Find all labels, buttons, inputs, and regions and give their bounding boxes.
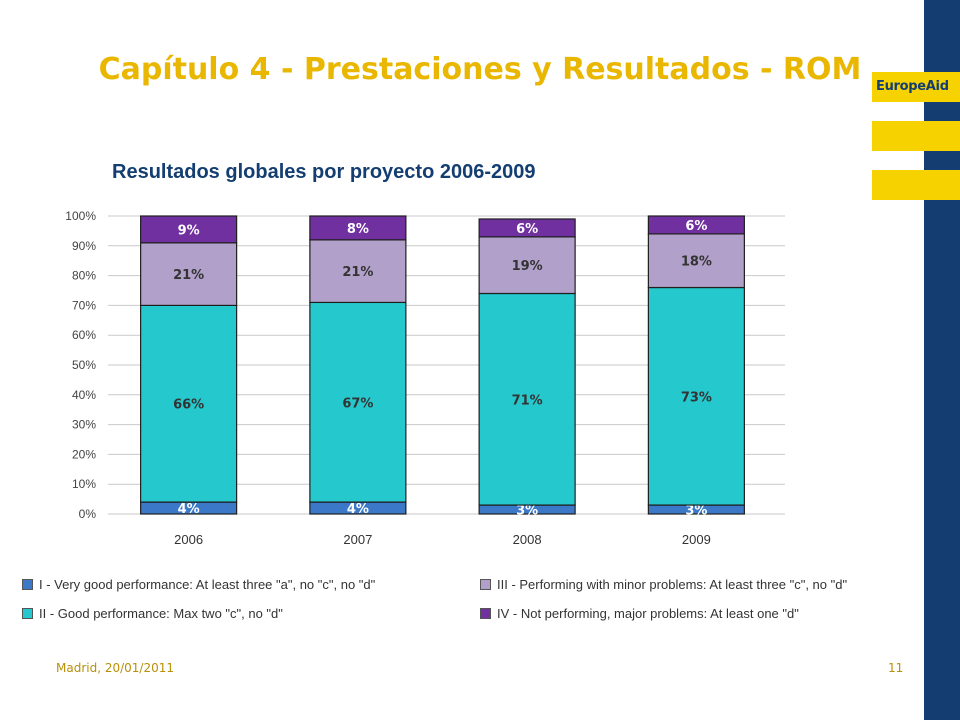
footer-date: Madrid, 20/01/2011 xyxy=(56,661,175,675)
bar-segment xyxy=(478,218,576,238)
x-tick-label: 2008 xyxy=(513,532,542,547)
x-tick-label: 2006 xyxy=(174,532,203,547)
page-number: 11 xyxy=(888,661,904,675)
accent-bar-2 xyxy=(872,170,960,200)
data-label: 21% xyxy=(342,265,373,280)
y-tick-label: 70% xyxy=(72,298,96,312)
data-label: 19% xyxy=(512,259,543,274)
bar-segment xyxy=(309,215,407,241)
legend-item-1: I - Very good performance: At least thre… xyxy=(22,577,375,592)
data-label: 3% xyxy=(516,504,538,519)
y-tick-label: 30% xyxy=(72,418,96,432)
y-tick-label: 10% xyxy=(72,477,96,491)
bar-segment xyxy=(478,236,576,295)
data-label: 4% xyxy=(347,502,369,517)
y-tick-label: 80% xyxy=(72,269,96,283)
bar-segment xyxy=(140,304,238,503)
chart-subtitle: Resultados globales por proyecto 2006-20… xyxy=(112,161,536,183)
legend-swatch-4 xyxy=(480,608,491,619)
data-label: 9% xyxy=(178,223,200,238)
legend-label-3: III - Performing with minor problems: At… xyxy=(497,577,848,592)
data-label: 73% xyxy=(681,390,712,405)
brand-badge: EuropeAid xyxy=(872,72,960,102)
data-label: 21% xyxy=(173,268,204,283)
y-tick-label: 90% xyxy=(72,239,96,253)
bar-segment xyxy=(140,242,238,307)
brand-logo-text: EuropeAid xyxy=(876,79,949,94)
y-tick-label: 60% xyxy=(72,328,96,342)
data-label: 8% xyxy=(347,222,369,237)
y-tick-label: 20% xyxy=(72,447,96,461)
legend-item-4: IV - Not performing, major problems: At … xyxy=(480,606,799,621)
y-tick-label: 100% xyxy=(65,209,96,223)
x-tick-label: 2009 xyxy=(682,532,711,547)
y-tick-label: 40% xyxy=(72,388,96,402)
legend-item-2: II - Good performance: Max two "c", no "… xyxy=(22,606,283,621)
legend-label-1: I - Very good performance: At least thre… xyxy=(39,577,376,592)
x-tick-label: 2007 xyxy=(343,532,372,547)
legend-label-4: IV - Not performing, major problems: At … xyxy=(497,606,799,621)
data-label: 18% xyxy=(681,255,712,270)
bar-segment xyxy=(647,233,745,289)
data-label: 66% xyxy=(173,398,204,413)
data-label: 71% xyxy=(512,393,543,408)
y-tick-label: 50% xyxy=(72,358,96,372)
y-tick-label: 0% xyxy=(79,507,97,521)
accent-bar-1 xyxy=(872,121,960,151)
legend-swatch-3 xyxy=(480,579,491,590)
legend-label-2: II - Good performance: Max two "c", no "… xyxy=(39,606,283,621)
sidebar-band xyxy=(924,0,960,720)
data-label: 67% xyxy=(342,396,373,411)
data-label: 3% xyxy=(685,504,707,519)
legend-swatch-1 xyxy=(22,579,33,590)
stacked-bar-chart: 0% 10% 20% 30% 40% 50% 60% 70% 80% 90% 100% 4% 66% 21… xyxy=(65,209,785,547)
legend-swatch-2 xyxy=(22,608,33,619)
slide-title: Capítulo 4 - Prestaciones y Resultados -… xyxy=(98,52,862,87)
bar-segment xyxy=(647,215,745,235)
bar-segment xyxy=(140,215,238,244)
bar-segment xyxy=(309,239,407,304)
data-label: 6% xyxy=(685,219,707,234)
bar-segment xyxy=(309,301,407,503)
bar-segment xyxy=(478,292,576,506)
data-label: 4% xyxy=(178,502,200,517)
data-label: 6% xyxy=(516,222,538,237)
legend-item-3: III - Performing with minor problems: At… xyxy=(480,577,847,592)
bar-segment xyxy=(647,286,745,506)
